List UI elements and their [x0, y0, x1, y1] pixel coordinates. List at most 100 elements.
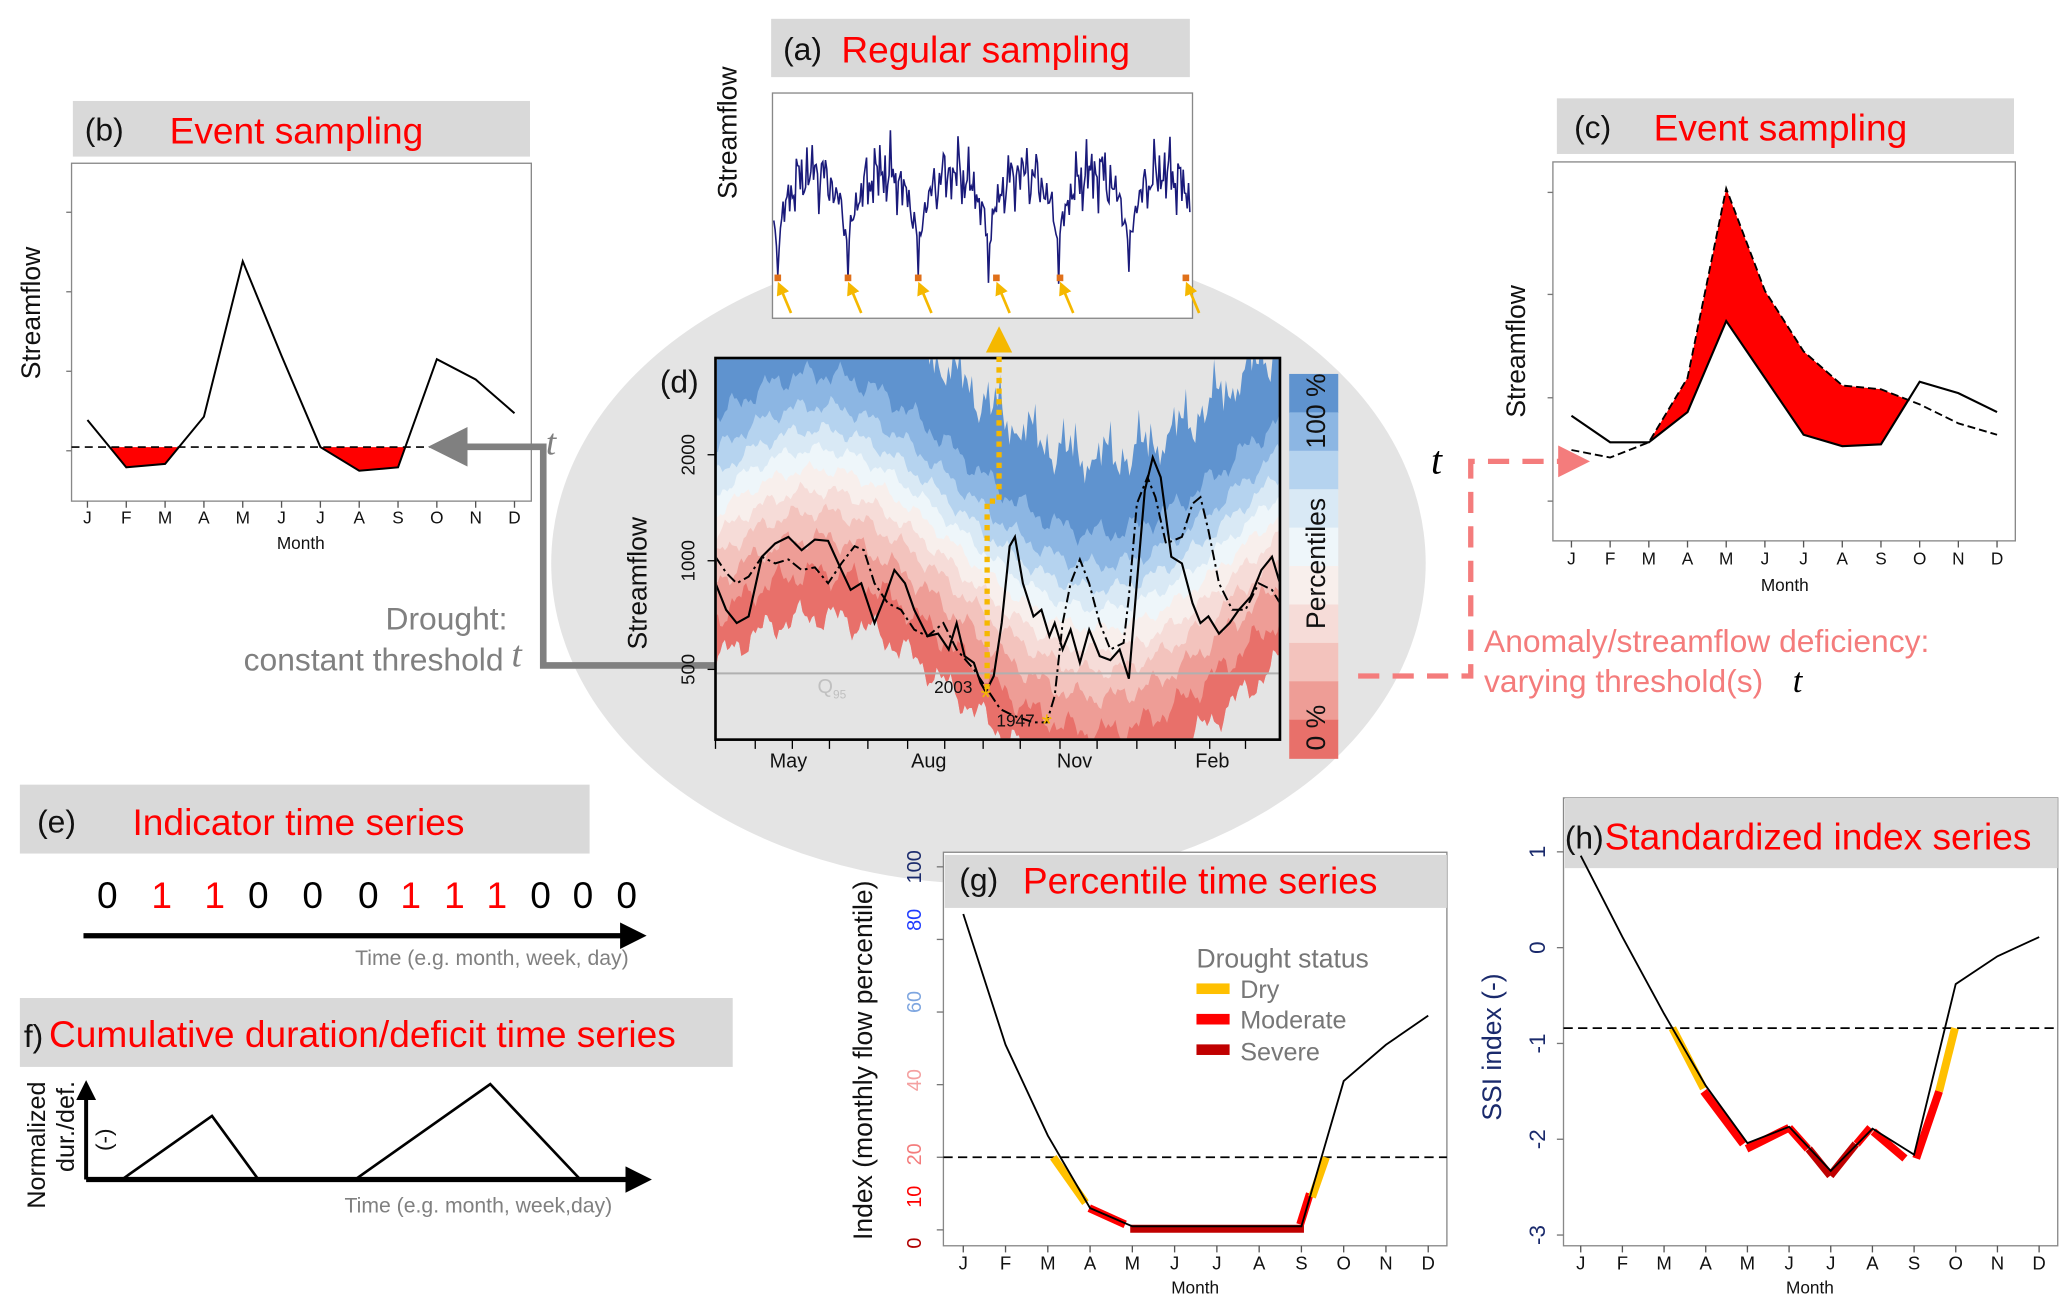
panel-g-plot-frame: [942, 851, 1448, 1247]
drought-segment-dry: [1050, 1154, 1089, 1205]
panel-f: f) Cumulative duration/deficit time seri…: [19, 998, 733, 1218]
panel-g-month-label: D: [1422, 1253, 1435, 1274]
q95-label-main: Q: [818, 676, 833, 698]
indicator-value: 1: [487, 874, 508, 916]
panel-f-header: [19, 998, 733, 1067]
panel-d-x-axis: May Aug Nov Feb: [714, 739, 1247, 772]
panel-b-month-label: N: [469, 508, 481, 528]
panel-h-month-label: A: [1866, 1253, 1879, 1274]
panel-g-y-tick-label: 20: [904, 1143, 926, 1165]
panel-h-y-tick-label: -3: [1525, 1225, 1550, 1245]
panel-b-xlabel: Month: [277, 533, 325, 553]
year-1947-line: [716, 474, 1279, 724]
panel-a-title: Regular sampling: [841, 29, 1130, 71]
panel-a: (a) Regular sampling Streamflow: [713, 18, 1201, 319]
streamflow-line: [1570, 318, 1998, 448]
streamflow-line: [86, 258, 516, 472]
panel-b-month-label: M: [236, 508, 250, 528]
panel-d-x-tick-label: Aug: [911, 750, 946, 772]
panel-g-y-tick-label: 0: [904, 1238, 926, 1249]
panel-h-y-tick-label: 0: [1525, 941, 1550, 954]
panel-g-month-label: M: [1040, 1253, 1055, 1274]
sampled-minimum-marker: [993, 274, 1000, 282]
panel-c-ylabel: Streamflow: [1501, 284, 1531, 417]
panel-g-label: (g): [959, 862, 998, 898]
sampling-arrow-icon: [1059, 281, 1075, 314]
q95-label-sub: 95: [833, 688, 847, 702]
panel-g-y-tick-label: 60: [904, 991, 926, 1013]
sampling-arrow-icon: [1184, 281, 1201, 314]
panel-a-series-group: [773, 130, 1201, 314]
drought-segment-moderate: [1870, 1128, 1908, 1162]
panel-g-month-label: J: [1212, 1253, 1221, 1274]
indicator-value: 0: [530, 874, 551, 916]
ssi-index-line: [1579, 855, 2040, 1173]
panel-b-month-label: J: [277, 508, 286, 528]
colorbar-segment: [1289, 373, 1339, 414]
panel-g-month-label: J: [1170, 1253, 1179, 1274]
indicator-value: 1: [444, 874, 465, 916]
panel-c-month-label: M: [1642, 549, 1656, 569]
panel-c-header: [1556, 98, 2014, 154]
drought-segment-severe: [1805, 1146, 1834, 1179]
colorbar-bottom-label: 0 %: [1301, 705, 1331, 751]
panel-d-y-tick-label: 1000: [677, 540, 698, 581]
legend-swatch-dry: [1196, 983, 1230, 995]
panel-b-month-label: J: [316, 508, 325, 528]
panel-g-month-label: N: [1379, 1253, 1392, 1274]
panel-g-month-label: S: [1295, 1253, 1307, 1274]
varying-threshold-line: [1571, 185, 1998, 459]
panel-b-month-label: A: [353, 508, 365, 528]
legend-label-dry: Dry: [1240, 976, 1280, 1004]
constant-threshold-annotation-line1: Drought:: [386, 601, 508, 637]
panel-c-month-label: S: [1875, 549, 1887, 569]
panel-f-label: f): [24, 1018, 43, 1054]
varying-threshold-arrow: [1358, 445, 1590, 679]
drought-segment-moderate: [1744, 1124, 1791, 1153]
panel-b-ylabel: Streamflow: [16, 246, 46, 379]
panel-c: (c) Event sampling Streamflow Month J F M A…: [1358, 98, 2016, 700]
panel-d-x-tick-label: Feb: [1195, 750, 1229, 772]
indicator-value: 0: [248, 874, 269, 916]
panel-d-ylabel: Streamflow: [623, 516, 653, 649]
panel-d-lines: [716, 453, 1279, 724]
panel-f-ylabel-line3: (-): [91, 1129, 116, 1152]
panel-h-header: [1564, 797, 2058, 869]
panel-g: (g) Percentile time series Index (monthl…: [848, 850, 1448, 1297]
panel-a-ylabel: Streamflow: [713, 66, 743, 199]
legend-swatch-moderate: [1196, 1013, 1230, 1025]
panel-c-title: Event sampling: [1654, 107, 1908, 149]
panel-b-month-label: F: [121, 508, 132, 528]
panel-c-month-label: A: [1682, 549, 1694, 569]
panel-g-y-tick-label: 40: [904, 1069, 926, 1091]
panel-b-month-label: D: [508, 508, 520, 528]
panel-h-month-label: F: [1617, 1253, 1628, 1274]
sampling-arrow-icon: [917, 281, 933, 314]
colorbar-segment: [1289, 719, 1339, 759]
panel-h-xlabel: Month: [1786, 1277, 1834, 1297]
indicator-value: 0: [616, 874, 637, 916]
panel-c-label: (c): [1574, 109, 1611, 145]
sampled-minimum-marker: [1182, 274, 1190, 282]
indicator-value: 0: [97, 874, 118, 916]
colorbar-top-label: 100 %: [1301, 373, 1331, 448]
sampled-minimum-marker: [844, 274, 852, 282]
panel-f-title: Cumulative duration/deficit time series: [49, 1013, 676, 1055]
panel-h-month-label: S: [1908, 1253, 1920, 1274]
panel-d-y-tick-label: 500: [677, 654, 698, 685]
panel-d-y-axis: 2000 1000 500: [677, 434, 716, 685]
panel-g-month-label: A: [1253, 1253, 1266, 1274]
panel-a-header: [771, 18, 1190, 78]
panel-d-x-tick-label: May: [770, 750, 808, 772]
panel-g-month-label: F: [1000, 1253, 1011, 1274]
constant-threshold-arrow: [427, 426, 716, 669]
panel-h-plot-frame: [1562, 797, 2059, 1247]
percentile-band: [716, 562, 1279, 739]
panel-h-plot: 1 0 -1 -2 -3 J F M A M J J A S O N D: [1525, 846, 2058, 1274]
panel-a-label: (a): [783, 31, 822, 67]
panel-c-month-label: F: [1605, 549, 1616, 569]
panel-b-month-label: J: [83, 508, 92, 528]
panel-h-label: (h): [1565, 819, 1604, 855]
